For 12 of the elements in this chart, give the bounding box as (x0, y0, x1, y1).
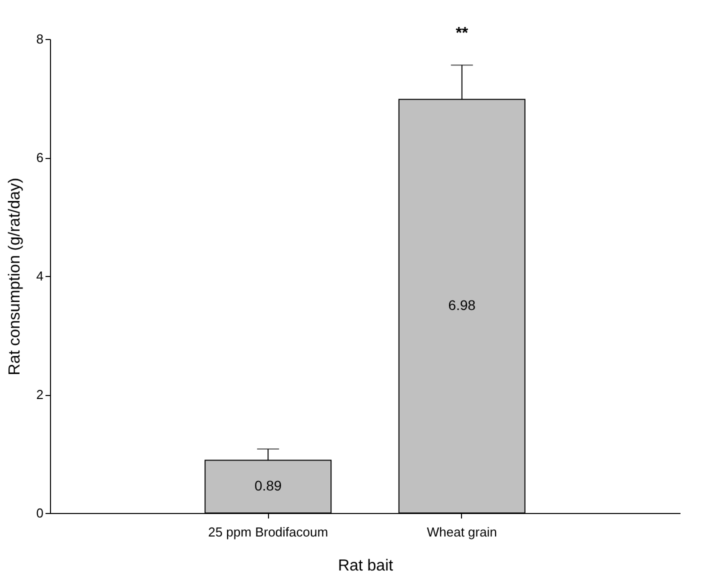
y-tick-label: 0 (36, 506, 44, 520)
x-tick-label: 25 ppm Brodifacoum (208, 524, 328, 540)
y-tick-label: 2 (36, 387, 44, 402)
data-label: 6.98 (448, 297, 476, 314)
y-tick-label: 6 (36, 150, 44, 165)
y-tick-label: 8 (36, 32, 44, 46)
x-axis-title: Rat bait (338, 558, 394, 574)
y-tick-label: 4 (36, 268, 44, 284)
y-axis-title: Rat consumption (g/rat/day) (6, 178, 24, 376)
data-label: 0.89 (254, 478, 282, 494)
x-tick-label: Wheat grain (426, 524, 497, 540)
annotation: ** (456, 25, 469, 42)
